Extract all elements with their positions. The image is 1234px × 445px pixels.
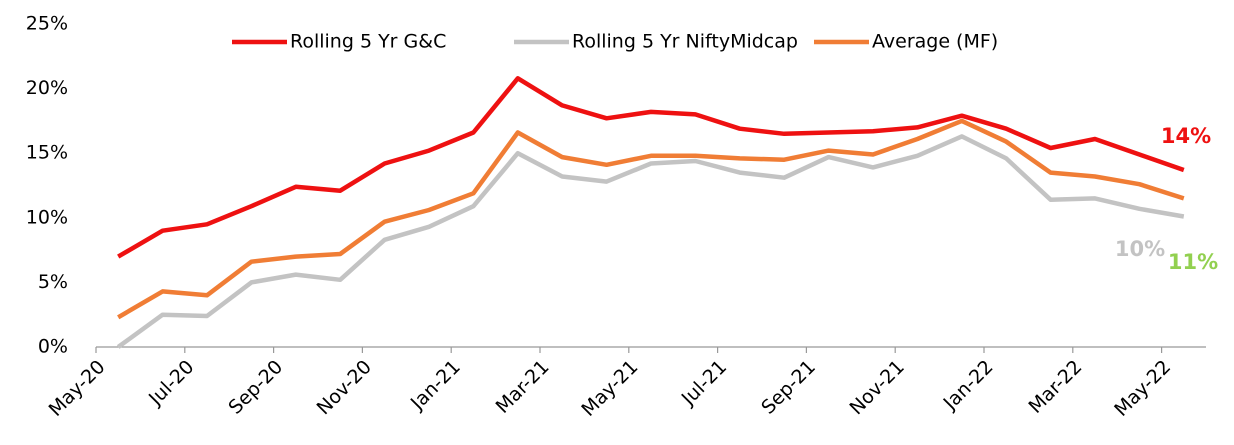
x-tick-label: May-21 xyxy=(577,356,642,421)
x-tick-label: Sep-21 xyxy=(757,356,820,419)
series-line xyxy=(117,76,1185,259)
x-tick-label: Nov-20 xyxy=(313,356,376,419)
series-line xyxy=(116,134,1185,349)
x-tick-label: Nov-21 xyxy=(845,356,908,419)
x-tick-label: Mar-21 xyxy=(492,356,554,418)
x-tick-label: May-20 xyxy=(45,356,110,421)
y-tick-label: 5% xyxy=(38,271,68,293)
x-tick-label: Jan-22 xyxy=(939,356,998,415)
annotation: 14% xyxy=(1161,124,1211,148)
x-tick-label: May-22 xyxy=(1110,356,1175,421)
y-tick-label: 25% xyxy=(26,13,68,35)
y-tick-label: 0% xyxy=(38,336,68,358)
y-tick-label: 10% xyxy=(26,206,68,228)
legend-label: Rolling 5 Yr G&C xyxy=(290,31,446,53)
y-tick-label: 15% xyxy=(26,142,68,164)
series-line xyxy=(117,118,1185,320)
x-tick-label: Mar-22 xyxy=(1024,356,1086,418)
legend-label: Rolling 5 Yr NiftyMidcap xyxy=(572,31,798,53)
x-tick-label: Jul-21 xyxy=(677,356,731,410)
y-tick-label: 20% xyxy=(26,77,68,99)
legend-label: Average (MF) xyxy=(872,31,998,53)
x-tick-label: Jan-21 xyxy=(406,356,465,415)
annotation: 11% xyxy=(1168,250,1218,274)
x-tick-label: Jul-20 xyxy=(144,356,198,410)
x-tick-label: Sep-20 xyxy=(224,356,287,419)
annotation: 10% xyxy=(1115,237,1165,261)
